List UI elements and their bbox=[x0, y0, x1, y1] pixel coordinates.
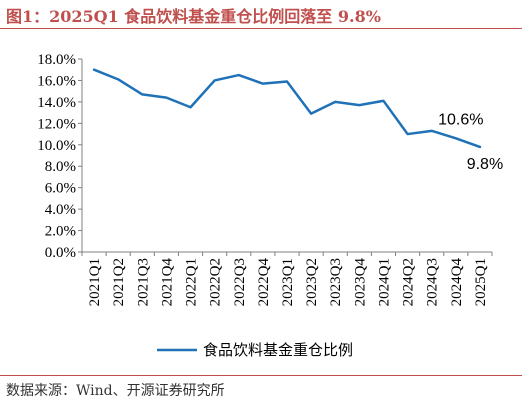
y-tick-label: 4.0% bbox=[45, 202, 76, 218]
x-tick-label: 2021Q1 bbox=[87, 258, 103, 306]
x-tick-label: 2022Q3 bbox=[232, 258, 248, 306]
y-axis-ticks: 0.0% 2.0% 4.0% 6.0% 8.0% 10.0% 12.0% 14.0% 16.0%… bbox=[37, 52, 82, 261]
y-tick-label: 6.0% bbox=[45, 181, 76, 197]
y-tick-label: 10.0% bbox=[37, 138, 76, 154]
y-tick-label: 16.0% bbox=[37, 73, 76, 89]
x-tick-label: 2024Q4 bbox=[449, 258, 465, 307]
x-tick-label: 2024Q3 bbox=[425, 258, 441, 306]
x-tick-label: 2021Q3 bbox=[135, 258, 151, 306]
data-label: 9.8% bbox=[467, 156, 503, 173]
legend: 食品饮料基金重仓比例 bbox=[157, 341, 353, 359]
x-tick-label: 2022Q1 bbox=[184, 258, 200, 306]
x-tick-label: 2023Q2 bbox=[304, 258, 320, 306]
data-labels: 10.6% 9.8% bbox=[438, 111, 503, 173]
title-divider bbox=[0, 28, 522, 29]
chart-axes bbox=[81, 59, 492, 253]
x-tick-label: 2021Q2 bbox=[111, 258, 127, 306]
x-tick-label: 2022Q2 bbox=[208, 258, 224, 306]
y-tick-label: 14.0% bbox=[37, 95, 76, 111]
legend-label: 食品饮料基金重仓比例 bbox=[203, 341, 353, 359]
x-tick-label: 2025Q1 bbox=[473, 258, 489, 306]
y-tick-label: 2.0% bbox=[45, 224, 76, 240]
series-group bbox=[92, 68, 482, 149]
chart-title: 图1：2025Q1 食品饮料基金重仓比例回落至 9.8% bbox=[6, 7, 381, 26]
x-tick-label: 2024Q1 bbox=[376, 258, 392, 306]
y-tick-label: 12.0% bbox=[37, 116, 76, 132]
source-note: 数据来源：Wind、开源证券研究所 bbox=[6, 383, 225, 399]
y-tick-label: 18.0% bbox=[37, 52, 76, 68]
x-tick-label: 2024Q2 bbox=[401, 258, 417, 306]
data-label: 10.6% bbox=[438, 111, 483, 128]
series-line bbox=[92, 68, 482, 149]
y-tick-label: 8.0% bbox=[45, 159, 76, 175]
x-tick-label: 2023Q1 bbox=[280, 258, 296, 306]
x-tick-label: 2022Q4 bbox=[256, 258, 272, 307]
x-tick-label: 2023Q3 bbox=[328, 258, 344, 306]
x-tick-label: 2021Q4 bbox=[159, 258, 175, 307]
x-axis-ticks: 2021Q1 2021Q2 2021Q3 2021Q4 2022Q1 2022Q2 2022… bbox=[81, 252, 493, 307]
y-tick-label: 0.0% bbox=[45, 245, 76, 261]
footer-divider bbox=[0, 375, 522, 376]
x-tick-label: 2023Q4 bbox=[352, 258, 368, 307]
line-chart: 0.0% 2.0% 4.0% 6.0% 8.0% 10.0% 12.0% 14.0% 16.0%… bbox=[37, 52, 503, 359]
